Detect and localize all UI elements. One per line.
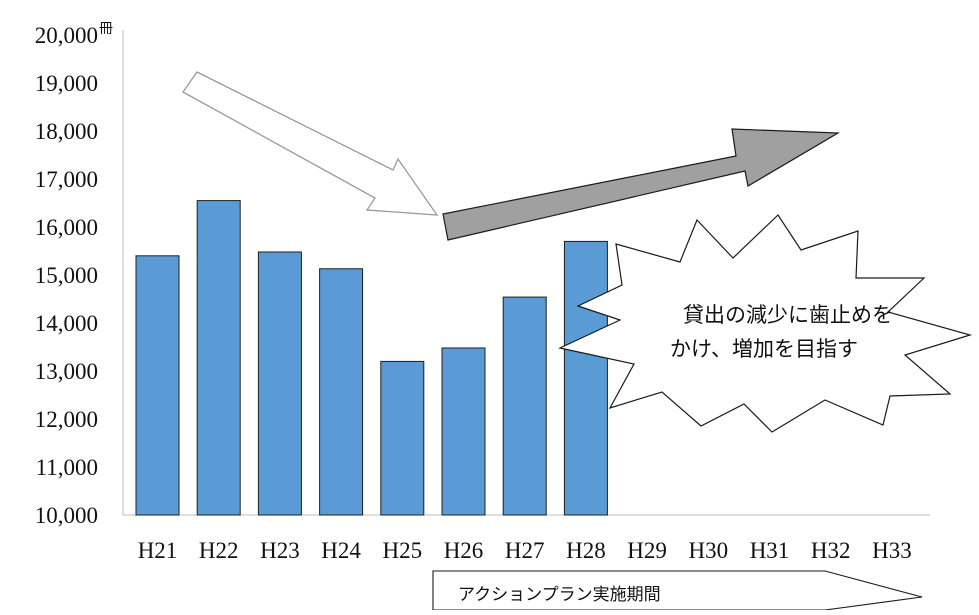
bar-h24 <box>319 268 364 516</box>
bar-h23 <box>257 251 302 516</box>
y-tick-label: 14,000 <box>35 311 98 336</box>
y-tick-label: 15,000 <box>35 263 98 288</box>
x-tick-label: H30 <box>688 538 728 563</box>
y-tick-label: 19,000 <box>35 71 98 96</box>
x-tick-label: H25 <box>382 538 422 563</box>
decline-arrow <box>182 71 439 216</box>
bar-series <box>135 200 608 516</box>
callout-text-line-1: 貸出の減少に歯止めを <box>683 303 893 327</box>
y-tick-label: 10,000 <box>35 503 98 528</box>
bar-h25 <box>380 360 425 516</box>
y-tick-label: 11,000 <box>36 455 98 480</box>
bar-h28 <box>563 240 608 516</box>
action-plan-banner-label: アクションプラン実施期間 <box>458 585 661 605</box>
x-tick-label: H28 <box>566 538 606 563</box>
x-tick-label: H21 <box>138 538 178 563</box>
callout-starburst <box>558 214 973 433</box>
x-tick-label: H22 <box>199 538 239 563</box>
growth-arrow <box>442 128 841 241</box>
y-tick-label: 16,000 <box>35 215 98 240</box>
y-tick-label: 20,000 <box>35 23 98 48</box>
x-axis: H21 H22 H23 H24 H25 H26 H27 H28 H29 H30 H31 H32 H33 <box>123 514 930 563</box>
bar-h27 <box>502 296 547 516</box>
x-tick-label: H26 <box>444 538 484 563</box>
x-tick-label: H33 <box>872 538 912 563</box>
callout-text-line-2: かけ、増加を目指す <box>670 337 858 361</box>
y-tick-label: 17,000 <box>35 167 98 192</box>
bar-h22 <box>196 200 241 516</box>
bar-h21 <box>135 255 180 516</box>
y-tick-label: 18,000 <box>35 119 98 144</box>
x-tick-label: H24 <box>321 538 361 563</box>
x-tick-label: H31 <box>750 538 790 563</box>
x-tick-label: H32 <box>811 538 851 563</box>
x-tick-label: H23 <box>260 538 300 563</box>
action-plan-banner <box>432 570 923 611</box>
y-tick-label: 13,000 <box>35 359 98 384</box>
x-tick-label: H29 <box>627 538 667 563</box>
x-tick-label: H27 <box>505 538 545 563</box>
y-tick-label: 12,000 <box>35 407 98 432</box>
bar-h26 <box>441 347 486 516</box>
y-axis: 10,000 11,000 12,000 13,000 14,000 15,000 16,0… <box>35 21 124 528</box>
y-unit-label: 冊 <box>99 21 113 37</box>
